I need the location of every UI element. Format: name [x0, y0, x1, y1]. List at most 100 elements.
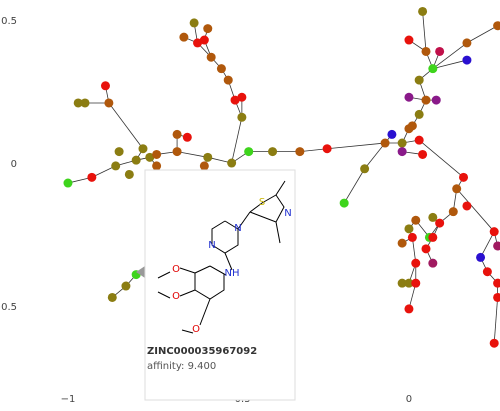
point [421, 95, 431, 105]
point [73, 98, 83, 108]
point [428, 64, 438, 74]
point [407, 232, 417, 242]
point [152, 149, 162, 159]
edge [422, 11, 427, 52]
point [435, 218, 445, 228]
point [411, 215, 421, 225]
point [387, 129, 397, 139]
edge [177, 151, 208, 158]
point [493, 21, 500, 31]
point [203, 24, 213, 34]
point [124, 169, 134, 179]
point [182, 132, 192, 142]
point [339, 198, 349, 208]
point [80, 98, 90, 108]
point [397, 147, 407, 157]
point [435, 46, 445, 56]
point [206, 52, 216, 62]
y-tick-label: 0 [11, 159, 17, 170]
point [404, 224, 414, 234]
atom-label: N [284, 208, 291, 219]
point [421, 244, 431, 254]
atom-label: O [192, 324, 200, 335]
edge [343, 168, 365, 204]
point [418, 6, 428, 16]
atom-label: N [234, 223, 241, 234]
point [493, 292, 500, 302]
point [482, 267, 492, 277]
point [493, 241, 500, 251]
point [411, 258, 421, 268]
edge [432, 59, 468, 70]
edge [418, 139, 464, 178]
point [452, 184, 462, 194]
point [237, 112, 247, 122]
y-tick-label: −0.5 [0, 302, 17, 313]
point [179, 32, 189, 42]
point [189, 18, 199, 28]
molecule [157, 180, 286, 334]
point [414, 75, 424, 85]
edge [493, 297, 499, 344]
tooltip-pointer [136, 266, 145, 278]
tooltip-title: ZINC000035967092 [147, 346, 257, 357]
point [145, 152, 155, 162]
x-tick-label: 0 [406, 394, 412, 405]
point [411, 278, 421, 288]
point [104, 98, 114, 108]
point [111, 161, 121, 171]
point [114, 147, 124, 157]
point [462, 201, 472, 211]
point [404, 304, 414, 314]
point [489, 227, 499, 237]
edge [466, 25, 498, 44]
point [404, 35, 414, 45]
point [404, 92, 414, 102]
point [131, 155, 141, 165]
point [121, 281, 131, 291]
point [230, 95, 240, 105]
point [203, 152, 213, 162]
point [462, 38, 472, 48]
point [418, 149, 428, 159]
edge [432, 42, 468, 69]
point [360, 164, 370, 174]
atom-label: O [172, 264, 180, 275]
point [322, 144, 332, 154]
x-tick-label: −1 [61, 394, 76, 405]
point [172, 147, 182, 157]
edge [456, 188, 495, 232]
points [63, 6, 500, 348]
point [193, 38, 203, 48]
point [404, 278, 414, 288]
edge [299, 148, 328, 152]
point [87, 172, 97, 182]
point [244, 147, 254, 157]
point [295, 147, 305, 157]
point [431, 95, 441, 105]
point [428, 258, 438, 268]
y-tick-label: 0.5 [1, 16, 17, 27]
point [199, 161, 209, 171]
point [152, 161, 162, 171]
point [459, 172, 469, 182]
point [397, 278, 407, 288]
point [397, 238, 407, 248]
point [428, 212, 438, 222]
point [428, 232, 438, 242]
point [380, 138, 390, 148]
point [216, 64, 226, 74]
point [227, 158, 237, 168]
edge [108, 102, 144, 149]
tooltip: S N N N NH O O O ZINC000035967092 affini… [136, 169, 296, 401]
point [489, 338, 499, 348]
point [448, 207, 458, 217]
point [407, 121, 417, 131]
point [414, 109, 424, 119]
point [237, 92, 247, 102]
point [223, 75, 233, 85]
edge [480, 231, 495, 258]
point [268, 147, 278, 157]
